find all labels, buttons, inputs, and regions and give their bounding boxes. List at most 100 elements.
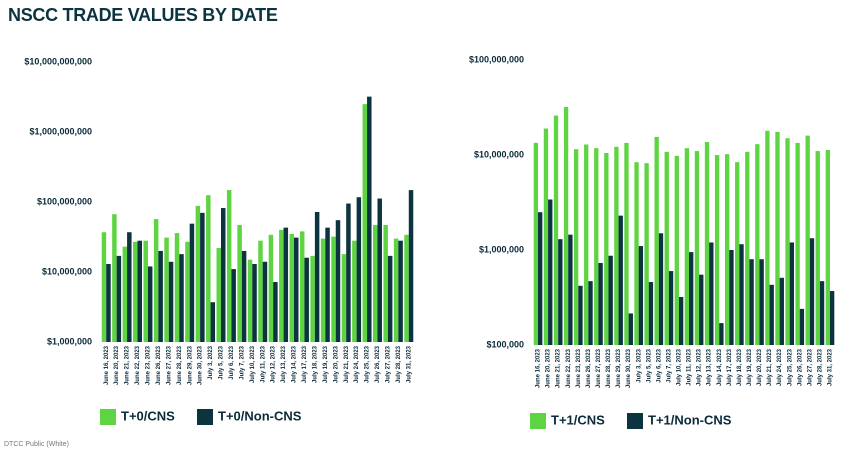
bar [815, 151, 820, 345]
bar [749, 259, 754, 345]
bar [568, 234, 573, 345]
legend-swatch [197, 409, 213, 425]
legend-swatch [530, 413, 546, 429]
x-tick-label: June 28, 2023 [606, 348, 612, 388]
bar [628, 313, 633, 345]
x-tick-label: July 20, 2023 [757, 348, 763, 386]
bar [739, 244, 744, 345]
x-tick-label: July 3, 2023 [208, 345, 214, 379]
x-tick-label: July 5, 2023 [646, 348, 652, 382]
x-tick-label: July 24, 2023 [777, 348, 783, 386]
bar [279, 229, 284, 342]
x-tick-label: June 22, 2023 [566, 348, 572, 388]
bar [594, 148, 599, 345]
bar [356, 197, 362, 342]
x-tick-label: July 21, 2023 [767, 348, 773, 386]
legend-label: T+1/Non-CNS [648, 412, 732, 427]
bar [604, 152, 609, 345]
bar [648, 282, 654, 345]
bar [367, 96, 372, 343]
bar [724, 154, 730, 345]
y-tick-label: $1,000,000 [47, 336, 92, 346]
y-tick-label: $100,000,000 [469, 54, 524, 64]
bar [200, 212, 205, 342]
bar [404, 234, 409, 342]
bar [664, 151, 669, 345]
bar [189, 223, 195, 342]
bar [325, 227, 330, 342]
bar [608, 255, 613, 345]
bar [684, 148, 690, 345]
bar [654, 136, 659, 345]
x-tick-label: June 27, 2023 [596, 348, 602, 388]
x-tick-label: June 21, 2023 [556, 348, 562, 388]
bar [829, 291, 835, 345]
x-tick-label: June 22, 2023 [135, 345, 141, 385]
bar [699, 274, 704, 345]
bar [304, 257, 309, 342]
bar [563, 107, 569, 346]
bar [112, 214, 117, 342]
x-tick-label: July 7, 2023 [239, 345, 245, 379]
x-tick-label: July 3, 2023 [636, 348, 642, 382]
bar [320, 238, 326, 342]
bar [220, 208, 226, 342]
bar [331, 236, 336, 342]
legend-swatch [100, 409, 116, 425]
bar [618, 215, 623, 345]
x-tick-label: July 26, 2023 [797, 348, 803, 386]
x-tick-label: July 31, 2023 [828, 348, 834, 386]
x-tick-label: June 20, 2023 [546, 348, 552, 388]
bar [262, 261, 268, 342]
bar [372, 224, 378, 342]
bar [714, 155, 720, 345]
y-tick-label: $10,000,000 [474, 149, 524, 159]
bar [127, 232, 132, 342]
y-tick-label: $100,000 [486, 339, 524, 349]
bar [122, 246, 128, 342]
bar [694, 151, 700, 345]
bar [704, 142, 710, 345]
x-tick-label: June 29, 2023 [616, 348, 622, 388]
y-tick-label: $10,000,000 [42, 266, 92, 276]
x-tick-label: July 24, 2023 [354, 345, 360, 383]
x-tick-label: July 25, 2023 [365, 345, 371, 383]
bar [658, 233, 664, 345]
bar [799, 308, 805, 345]
x-tick-label: July 13, 2023 [281, 345, 287, 383]
bar [789, 242, 795, 345]
bar [106, 264, 111, 342]
bar [578, 285, 583, 345]
bar [241, 250, 247, 342]
bar [759, 259, 764, 345]
x-tick-label: July 28, 2023 [396, 345, 402, 383]
y-tick-label: $100,000,000 [37, 196, 92, 206]
bar [174, 233, 180, 342]
bar [775, 131, 780, 345]
bar [237, 224, 242, 342]
bar [795, 142, 800, 345]
x-tick-label: June 30, 2023 [626, 348, 632, 388]
x-tick-label: July 10, 2023 [677, 348, 683, 386]
bar [765, 130, 770, 345]
bar [352, 240, 357, 342]
bar [735, 162, 740, 345]
x-tick-label: July 7, 2023 [666, 348, 672, 382]
bar [310, 255, 315, 342]
bar [769, 284, 774, 345]
bar [143, 240, 148, 342]
bar [584, 144, 589, 345]
x-tick-label: June 20, 2023 [114, 345, 120, 385]
x-tick-label: July 6, 2023 [656, 348, 662, 382]
x-tick-label: July 28, 2023 [817, 348, 823, 386]
bar [638, 246, 644, 345]
bar [548, 199, 553, 345]
bar [387, 255, 393, 342]
bar [644, 163, 649, 345]
bar [158, 250, 163, 342]
page-title: NSCC TRADE VALUES BY DATE [8, 5, 278, 25]
x-tick-label: July 26, 2023 [375, 345, 381, 383]
bar [709, 242, 714, 345]
bar [398, 240, 403, 342]
legend-swatch [627, 413, 643, 429]
